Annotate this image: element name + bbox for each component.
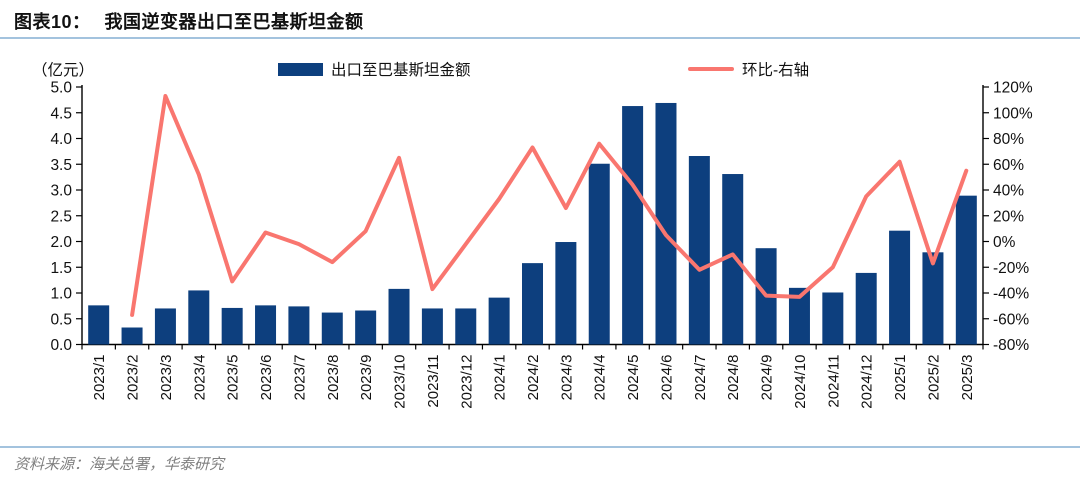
x-label-2024/11: 2024/11	[825, 355, 842, 408]
bar-2024/6	[655, 102, 677, 345]
x-label-2023/8: 2023/8	[325, 355, 342, 401]
svg-text:-60%: -60%	[993, 311, 1029, 328]
x-label-2024/3: 2024/3	[558, 355, 575, 401]
bar-2024/3	[555, 242, 577, 345]
chart-legend: 出口至巴基斯坦金额 环比-右轴	[0, 58, 1080, 80]
chart-title: 图表10： 我国逆变器出口至巴基斯坦金额	[14, 8, 364, 34]
title-divider	[0, 37, 1080, 39]
svg-text:4.0: 4.0	[50, 131, 72, 148]
svg-text:-20%: -20%	[993, 260, 1029, 277]
svg-text:5.0: 5.0	[50, 80, 72, 97]
bar-2025/3	[955, 195, 977, 345]
svg-text:60%: 60%	[993, 157, 1024, 174]
bar-2023/10	[388, 288, 410, 345]
svg-text:4.5: 4.5	[50, 105, 72, 122]
x-label-2023/12: 2023/12	[458, 355, 475, 409]
svg-text:3.5: 3.5	[50, 157, 72, 174]
bar-2023/2	[121, 327, 143, 345]
x-label-2024/2: 2024/2	[525, 355, 542, 401]
x-label-2023/7: 2023/7	[291, 355, 308, 401]
svg-text:0%: 0%	[993, 234, 1016, 251]
bar-2023/11	[421, 308, 443, 345]
svg-text:0.5: 0.5	[50, 311, 72, 328]
x-label-2023/5: 2023/5	[225, 355, 242, 401]
svg-text:20%: 20%	[993, 208, 1024, 225]
x-label-2023/4: 2023/4	[191, 355, 208, 401]
x-label-2024/10: 2024/10	[792, 355, 809, 409]
bar-2023/8	[321, 312, 343, 345]
figure-title-text: 我国逆变器出口至巴基斯坦金额	[104, 12, 364, 32]
bar-2024/2	[522, 263, 543, 345]
legend-item-line: 环比-右轴	[688, 58, 809, 80]
bar-2023/9	[355, 310, 377, 345]
source-divider	[0, 446, 1080, 448]
x-label-2023/9: 2023/9	[358, 355, 375, 401]
x-label-2024/5: 2024/5	[625, 355, 642, 401]
bar-2025/1	[889, 230, 911, 345]
mom-line-series	[130, 94, 969, 317]
x-label-2025/2: 2025/2	[925, 355, 942, 401]
bar-2024/10	[788, 287, 810, 345]
x-label-2024/12: 2024/12	[859, 355, 876, 409]
bar-legend-swatch	[278, 62, 323, 76]
bar-2024/4	[588, 163, 610, 345]
bar-2023/3	[154, 308, 176, 345]
svg-text:40%: 40%	[993, 183, 1024, 200]
bar-2025/2	[922, 252, 944, 345]
svg-text:120%: 120%	[993, 80, 1033, 97]
bar-2023/5	[221, 307, 243, 345]
source-note: 资料来源：海关总署，华泰研究	[14, 457, 225, 473]
svg-text:2.0: 2.0	[50, 234, 72, 251]
bar-legend-label: 出口至巴基斯坦金额	[331, 62, 471, 79]
bar-2023/6	[255, 305, 277, 345]
bar-2024/7	[688, 156, 710, 345]
x-label-2023/10: 2023/10	[392, 355, 409, 409]
svg-text:1.5: 1.5	[50, 260, 72, 277]
left-axis-unit-label: （亿元）	[32, 62, 95, 79]
line-legend-label: 环比-右轴	[742, 62, 810, 79]
x-label-2025/3: 2025/3	[959, 355, 976, 401]
bar-2023/4	[188, 290, 210, 345]
x-label-2024/9: 2024/9	[759, 355, 776, 401]
line-legend-swatch	[688, 66, 734, 72]
svg-text:3.0: 3.0	[50, 183, 72, 200]
x-label-2024/1: 2024/1	[492, 355, 509, 401]
svg-text:2.5: 2.5	[50, 208, 72, 225]
bar-2023/7	[288, 306, 310, 345]
bar-2023/12	[455, 308, 477, 345]
bar-2024/8	[722, 174, 744, 345]
bar-2023/1	[88, 305, 110, 345]
bar-2024/5	[622, 106, 644, 345]
x-label-2024/6: 2024/6	[658, 355, 675, 401]
svg-text:100%: 100%	[993, 105, 1033, 122]
bar-2024/12	[855, 272, 877, 345]
x-label-2023/2: 2023/2	[125, 355, 142, 401]
x-label-2024/7: 2024/7	[692, 355, 709, 401]
bar-2024/1	[488, 297, 510, 345]
figure-number: 图表10：	[14, 12, 91, 32]
x-label-2024/8: 2024/8	[725, 355, 742, 401]
x-label-2025/1: 2025/1	[892, 355, 909, 401]
x-label-2023/6: 2023/6	[258, 355, 275, 401]
x-label-2023/11: 2023/11	[425, 355, 442, 408]
x-label-2023/1: 2023/1	[91, 355, 108, 401]
x-label-2023/3: 2023/3	[158, 355, 175, 401]
svg-text:-80%: -80%	[993, 337, 1029, 354]
svg-text:-40%: -40%	[993, 286, 1029, 303]
svg-text:1.0: 1.0	[50, 286, 72, 303]
svg-text:0.0: 0.0	[50, 337, 72, 354]
x-label-2024/4: 2024/4	[592, 355, 609, 401]
bar-2024/11	[822, 292, 844, 345]
svg-text:80%: 80%	[993, 131, 1024, 148]
legend-item-bar: 出口至巴基斯坦金额	[278, 58, 471, 80]
